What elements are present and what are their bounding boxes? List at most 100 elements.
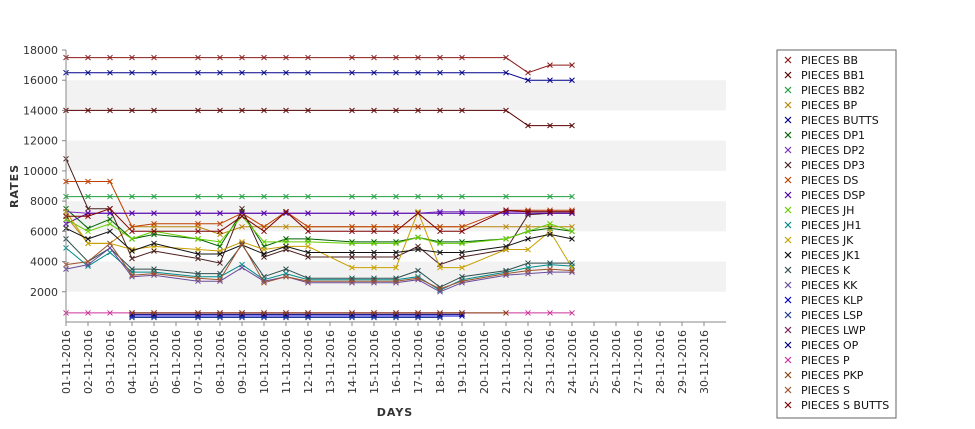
legend-label: PIECES JH1 [801,219,861,232]
data-point [129,193,135,200]
data-point [569,223,575,230]
legend-item: PIECES BB1 [784,69,865,82]
legend-marker [784,56,792,64]
data-point [217,69,223,76]
data-point [525,228,531,235]
data-point [107,228,113,235]
data-point [129,69,135,76]
data-point [239,54,245,61]
data-point [349,69,355,76]
data-point [349,223,355,230]
x-tick-label: 16-11-2016 [390,330,403,394]
data-point [349,310,355,316]
data-point [129,248,135,254]
series-pieces-bb1 [63,107,575,129]
legend-marker [784,266,792,274]
data-point [459,210,465,217]
data-point [547,260,553,266]
data-point [503,236,509,242]
data-point [129,255,135,262]
legend-marker [784,176,792,184]
data-point [459,273,465,280]
x-tick-label: 01-11-2016 [60,330,73,394]
legend-label: PIECES DSP [801,189,865,202]
data-point [415,223,421,230]
legend-marker [784,386,792,394]
data-point [129,223,135,230]
data-point [283,208,289,215]
data-point [437,249,443,256]
x-tick-label: 24-11-2016 [566,330,579,394]
data-point [239,69,245,76]
data-point [569,122,575,129]
data-point [85,228,91,235]
data-point [437,107,443,114]
data-point [195,107,201,114]
data-point [371,223,377,230]
data-point [195,220,201,227]
data-point [349,228,355,235]
data-point [569,62,575,68]
legend-item: PIECES JH1 [784,219,861,232]
data-point [261,107,267,114]
legend-label: PIECES JK1 [801,249,860,262]
data-point [217,251,223,257]
data-point [437,264,443,271]
data-point [503,223,509,230]
data-point [525,223,531,230]
data-point [107,205,113,212]
data-point [107,69,113,76]
data-point [151,107,157,114]
x-tick-label: 28-11-2016 [654,330,667,394]
data-point [349,264,355,271]
x-tick-label: 26-11-2016 [610,330,623,394]
data-point [415,208,421,215]
data-point [129,236,135,242]
data-point [525,77,531,84]
data-point [261,279,267,286]
legend-item: PIECES LWP [784,324,866,337]
data-point [129,210,135,217]
x-tick-label: 10-11-2016 [258,330,271,394]
data-point [85,193,91,200]
data-point [569,236,575,242]
legend-item: PIECES DP3 [784,159,865,172]
legend-item: PIECES BP [784,99,857,112]
data-point [195,236,201,242]
data-point [261,273,267,280]
data-point [437,193,443,200]
y-axis-title: RATES [8,164,21,208]
x-tick-label: 13-11-2016 [324,330,337,394]
data-point [305,107,311,114]
data-point [305,243,311,250]
data-point [129,54,135,61]
data-point [393,210,399,217]
legend-marker [784,146,792,154]
data-point [459,310,465,316]
data-point [459,69,465,76]
legend-marker [784,116,792,124]
data-point [349,210,355,217]
data-point [371,254,377,260]
data-point [569,77,575,84]
legend-marker [784,356,792,364]
data-point [547,231,553,238]
data-point [195,54,201,61]
legend-marker [784,281,792,289]
legend-label: PIECES BUTTS [801,114,879,127]
x-tick-label: 04-11-2016 [126,330,139,394]
legend-label: PIECES K [801,264,851,277]
data-point [85,263,91,269]
data-point [437,285,443,292]
legend-label: PIECES OP [801,339,859,352]
legend-marker [784,311,792,319]
data-point [525,260,531,266]
series-line [65,227,573,255]
data-point [261,193,267,200]
data-point [283,107,289,114]
legend-box [776,49,897,419]
data-point [305,239,311,245]
data-point [85,236,91,242]
data-point [349,240,355,247]
data-point [283,243,289,250]
